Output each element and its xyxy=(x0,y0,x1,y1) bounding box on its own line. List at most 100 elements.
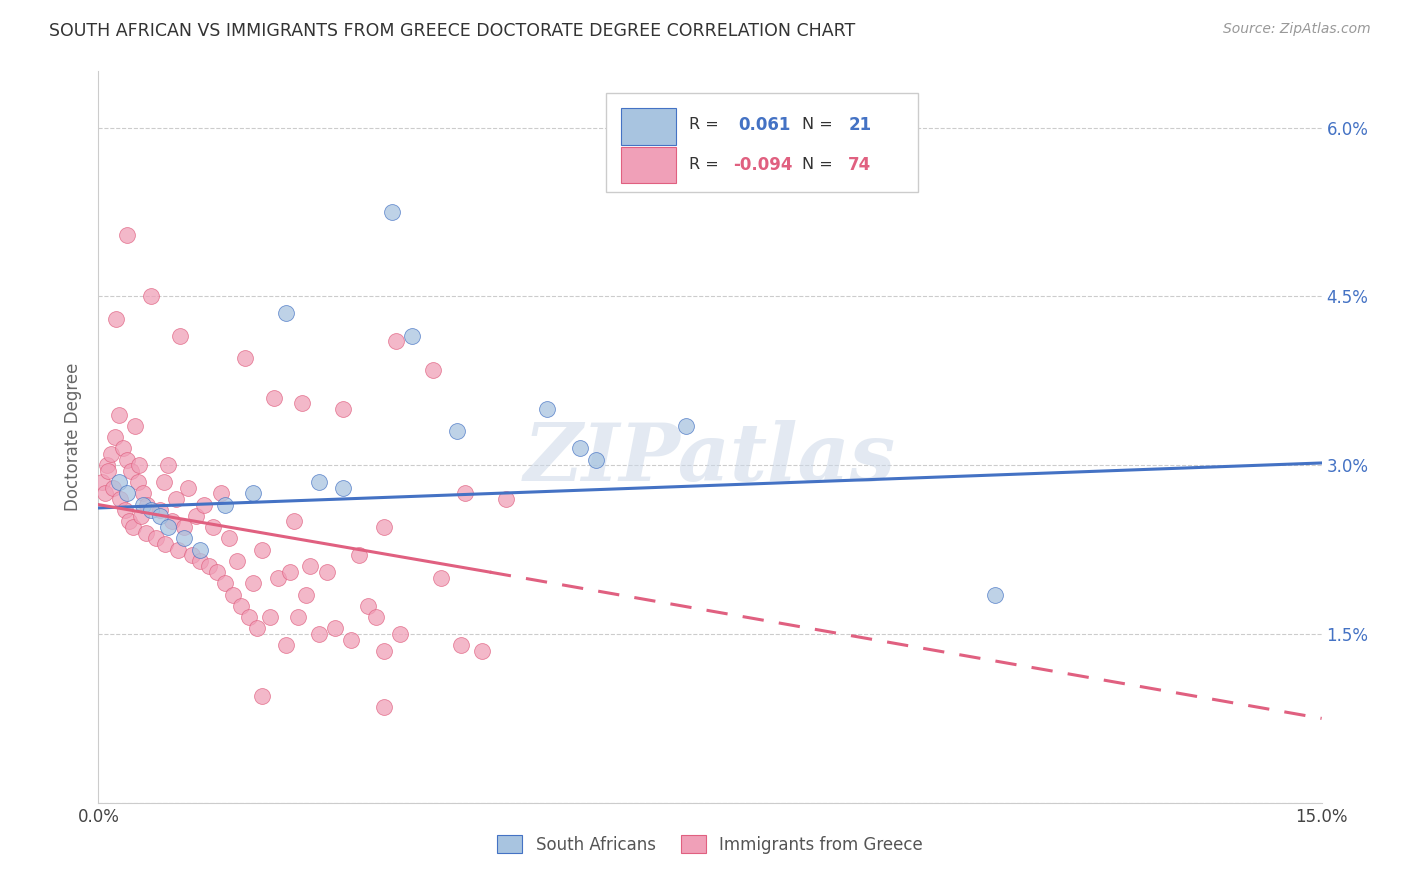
Point xyxy=(222,588,245,602)
Point xyxy=(332,481,354,495)
Point xyxy=(124,418,146,433)
Point xyxy=(193,498,215,512)
Point xyxy=(127,475,149,489)
Point xyxy=(250,689,273,703)
Text: N =: N = xyxy=(801,117,838,132)
Point xyxy=(186,508,208,523)
Point xyxy=(340,632,363,647)
Point xyxy=(984,588,1007,602)
Point xyxy=(373,520,395,534)
Point xyxy=(96,458,118,473)
Point xyxy=(231,599,253,613)
Point xyxy=(283,515,305,529)
Point xyxy=(287,610,309,624)
Point xyxy=(167,542,190,557)
Point xyxy=(495,491,517,506)
Point xyxy=(401,328,423,343)
Point xyxy=(197,559,219,574)
Legend: South Africans, Immigrants from Greece: South Africans, Immigrants from Greece xyxy=(491,829,929,860)
Text: SOUTH AFRICAN VS IMMIGRANTS FROM GREECE DOCTORATE DEGREE CORRELATION CHART: SOUTH AFRICAN VS IMMIGRANTS FROM GREECE … xyxy=(49,22,855,40)
Text: R =: R = xyxy=(689,158,724,172)
Point xyxy=(132,486,155,500)
Point xyxy=(259,610,281,624)
Point xyxy=(308,627,330,641)
FancyBboxPatch shape xyxy=(606,94,918,192)
Point xyxy=(128,458,150,473)
Point xyxy=(201,520,224,534)
Point xyxy=(315,565,337,579)
Point xyxy=(188,554,212,568)
Point xyxy=(114,503,136,517)
Point xyxy=(115,486,138,500)
Point xyxy=(173,532,195,546)
Point xyxy=(97,464,120,478)
Point xyxy=(155,537,177,551)
Point xyxy=(385,334,408,349)
Point xyxy=(177,481,200,495)
Point xyxy=(389,627,412,641)
Point xyxy=(364,610,387,624)
Point xyxy=(111,442,134,456)
Point xyxy=(121,520,143,534)
Point xyxy=(173,520,195,534)
Point xyxy=(135,525,157,540)
FancyBboxPatch shape xyxy=(620,146,676,183)
Point xyxy=(214,576,236,591)
Point xyxy=(145,532,167,546)
Point xyxy=(536,401,558,416)
Point xyxy=(169,328,191,343)
Point xyxy=(165,491,187,506)
Point xyxy=(295,588,318,602)
Point xyxy=(115,452,138,467)
Y-axis label: Doctorate Degree: Doctorate Degree xyxy=(65,363,83,511)
Point xyxy=(422,362,444,376)
Point xyxy=(160,515,183,529)
Text: Source: ZipAtlas.com: Source: ZipAtlas.com xyxy=(1223,22,1371,37)
Text: R =: R = xyxy=(689,117,724,132)
Point xyxy=(299,559,322,574)
Point xyxy=(141,503,163,517)
Point xyxy=(381,205,404,219)
Point xyxy=(118,515,141,529)
Point xyxy=(110,491,132,506)
Point xyxy=(129,508,152,523)
Point xyxy=(250,542,273,557)
Point xyxy=(104,430,127,444)
Point xyxy=(132,498,155,512)
Point xyxy=(188,542,212,557)
Point xyxy=(238,610,260,624)
Text: 74: 74 xyxy=(848,156,872,174)
Point xyxy=(274,306,297,320)
Point xyxy=(149,503,172,517)
Point xyxy=(233,351,256,366)
Point xyxy=(218,532,240,546)
Point xyxy=(446,425,468,439)
Point xyxy=(94,486,117,500)
Point xyxy=(291,396,314,410)
Point xyxy=(108,408,131,422)
Point xyxy=(214,498,236,512)
Point xyxy=(141,289,163,303)
Point xyxy=(568,442,591,456)
Point xyxy=(108,475,131,489)
Point xyxy=(356,599,378,613)
Point xyxy=(115,227,138,242)
Text: ZIPatlas: ZIPatlas xyxy=(524,420,896,498)
Point xyxy=(267,571,290,585)
Point xyxy=(105,312,128,326)
Point xyxy=(242,576,264,591)
Point xyxy=(156,458,179,473)
Point xyxy=(373,644,395,658)
Text: 0.061: 0.061 xyxy=(738,116,790,134)
Point xyxy=(120,464,142,478)
Text: 21: 21 xyxy=(848,116,872,134)
Point xyxy=(205,565,228,579)
Point xyxy=(585,452,607,467)
Text: -0.094: -0.094 xyxy=(734,156,793,174)
Point xyxy=(450,638,472,652)
Point xyxy=(136,498,159,512)
Point xyxy=(675,418,697,433)
Point xyxy=(209,486,232,500)
Point xyxy=(91,475,114,489)
Point xyxy=(100,447,122,461)
